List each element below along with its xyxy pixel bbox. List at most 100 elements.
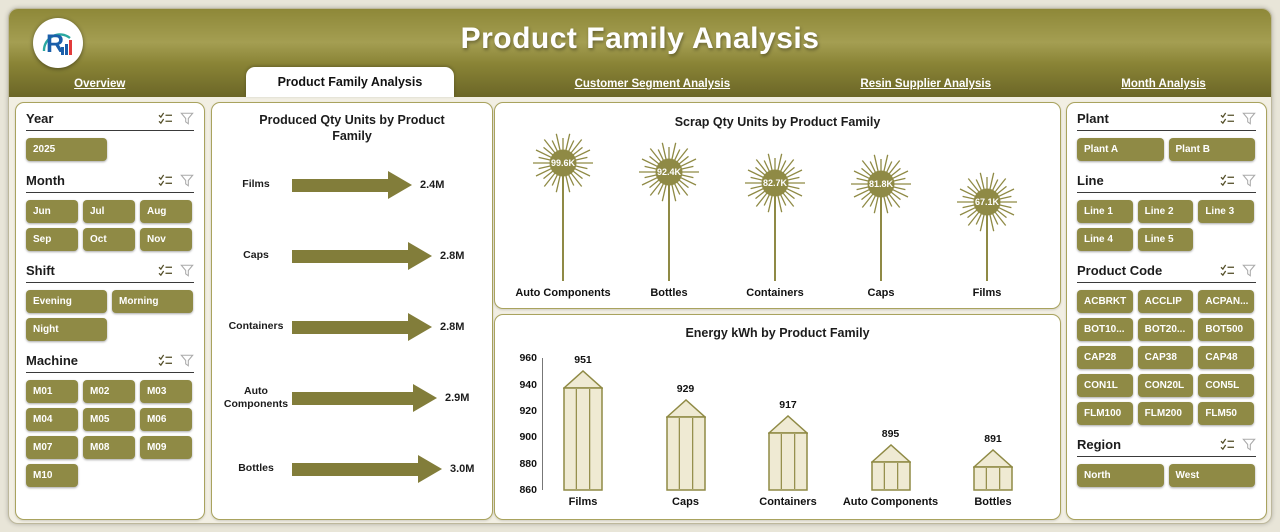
filter-region-west[interactable]: West <box>1168 464 1255 487</box>
produced-bar-row: Containers 2.8M <box>220 292 484 363</box>
energy-pencil-caps[interactable] <box>664 399 707 497</box>
filter-month-aug[interactable]: Aug <box>139 200 192 223</box>
funnel-icon[interactable] <box>180 112 194 125</box>
tab-resin-supplier-analysis[interactable]: Resin Supplier Analysis <box>860 78 991 90</box>
produced-arrow-containers[interactable] <box>292 313 432 341</box>
filter-line-line-4[interactable]: Line 4 <box>1077 228 1133 251</box>
checklist-icon[interactable] <box>158 354 173 367</box>
funnel-icon[interactable] <box>1242 438 1256 451</box>
filter-plant-plant-b[interactable]: Plant B <box>1168 138 1255 161</box>
produced-bar-row: Films 2.4M <box>220 150 484 221</box>
filter-product-code-flm100[interactable]: FLM100 <box>1077 402 1133 425</box>
tab-product-family-analysis[interactable]: Product Family Analysis <box>245 67 455 97</box>
checklist-icon[interactable] <box>158 174 173 187</box>
checklist-icon[interactable] <box>1220 174 1235 187</box>
filter-machine-m03[interactable]: M03 <box>139 380 192 403</box>
tab-bar: Overview Product Family Analysis Customer … <box>9 67 1271 97</box>
category-label: Auto Components <box>515 287 611 300</box>
checklist-icon[interactable] <box>1220 438 1235 451</box>
filter-month-sep[interactable]: Sep <box>26 228 78 251</box>
energy-pencil-films[interactable] <box>562 370 604 497</box>
filter-product-code-acclip[interactable]: ACCLIP <box>1137 290 1194 313</box>
filter-machine-m06[interactable]: M06 <box>139 408 192 431</box>
filter-product-code-flm200[interactable]: FLM200 <box>1137 402 1194 425</box>
funnel-icon[interactable] <box>1242 112 1256 125</box>
filter-machine-m09[interactable]: M09 <box>139 436 192 459</box>
funnel-icon[interactable] <box>180 174 194 187</box>
scrap-stem <box>562 163 564 282</box>
tab-customer-segment-analysis[interactable]: Customer Segment Analysis <box>574 78 731 90</box>
svg-text:67.1K: 67.1K <box>975 197 1000 207</box>
filter-machine-m08[interactable]: M08 <box>82 436 135 459</box>
filter-line-line-2[interactable]: Line 2 <box>1137 200 1194 223</box>
filter-month-jul[interactable]: Jul <box>82 200 135 223</box>
funnel-icon[interactable] <box>1242 264 1256 277</box>
filter-shift-morning[interactable]: Morning <box>112 290 193 313</box>
filter-product-code-con20l[interactable]: CON20L <box>1137 374 1194 397</box>
filter-product-code-bot10[interactable]: BOT10... <box>1077 318 1133 341</box>
category-label: Bottles <box>238 462 274 475</box>
filter-shift-night[interactable]: Night <box>26 318 107 341</box>
scrap-burst-containers[interactable]: 82.7K <box>743 151 807 220</box>
checklist-icon[interactable] <box>158 264 173 277</box>
funnel-icon[interactable] <box>180 264 194 277</box>
filter-line-line-1[interactable]: Line 1 <box>1077 200 1133 223</box>
filter-product-code-con5l[interactable]: CON5L <box>1198 374 1254 397</box>
energy-pencil-auto-components[interactable] <box>869 444 912 497</box>
filter-machine-m05[interactable]: M05 <box>82 408 135 431</box>
checklist-icon[interactable] <box>158 112 173 125</box>
filter-region-north[interactable]: North <box>1077 464 1164 487</box>
filter-machine-m02[interactable]: M02 <box>82 380 135 403</box>
y-axis-line <box>542 358 543 491</box>
filter-product-code-flm50[interactable]: FLM50 <box>1198 402 1254 425</box>
filter-line-line-5[interactable]: Line 5 <box>1137 228 1194 251</box>
filter-product-code-acpan[interactable]: ACPAN... <box>1198 290 1254 313</box>
filter-month-oct[interactable]: Oct <box>82 228 135 251</box>
slicer-title-year: Year <box>26 111 54 126</box>
filter-product-code-bot500[interactable]: BOT500 <box>1198 318 1254 341</box>
filter-product-code-cap48[interactable]: CAP48 <box>1198 346 1254 369</box>
produced-arrow-auto-components[interactable] <box>292 384 437 412</box>
slicer-title-machine: Machine <box>26 353 79 368</box>
slicer-title-line: Line <box>1077 173 1104 188</box>
filter-machine-m04[interactable]: M04 <box>26 408 78 431</box>
produced-arrow-films[interactable] <box>292 171 412 199</box>
filter-month-jun[interactable]: Jun <box>26 200 78 223</box>
filter-machine-m10[interactable]: M10 <box>26 464 78 487</box>
filter-machine-m01[interactable]: M01 <box>26 380 78 403</box>
checklist-icon[interactable] <box>1220 264 1235 277</box>
filter-product-code-cap38[interactable]: CAP38 <box>1137 346 1194 369</box>
filter-line-line-3[interactable]: Line 3 <box>1198 200 1254 223</box>
filter-year-2025[interactable]: 2025 <box>26 138 107 161</box>
funnel-icon[interactable] <box>180 354 194 367</box>
filter-machine-m07[interactable]: M07 <box>26 436 78 459</box>
filter-product-code-cap28[interactable]: CAP28 <box>1077 346 1133 369</box>
energy-pencil-bottles[interactable] <box>972 449 1014 497</box>
energy-pencil-containers[interactable] <box>767 415 809 497</box>
value-label: 891 <box>984 433 1002 446</box>
tab-overview[interactable]: Overview <box>74 78 126 90</box>
produced-bar-row: Caps 2.8M <box>220 221 484 292</box>
produced-arrow-caps[interactable] <box>292 242 432 270</box>
scrap-burst-films[interactable]: 67.1K <box>955 170 1019 239</box>
value-label: 3.0M <box>450 463 475 475</box>
scrap-stem <box>880 184 882 282</box>
checklist-icon[interactable] <box>1220 112 1235 125</box>
scrap-burst-auto-components[interactable]: 99.6K <box>531 131 595 200</box>
svg-text:81.8K: 81.8K <box>869 179 894 189</box>
value-label: 2.9M <box>445 392 470 404</box>
slicer-year: Year 2025 <box>16 103 204 165</box>
scrap-burst-bottles[interactable]: 92.4K <box>637 140 701 209</box>
filter-shift-evening[interactable]: Evening <box>26 290 107 313</box>
funnel-icon[interactable] <box>1242 174 1256 187</box>
filter-product-code-con1l[interactable]: CON1L <box>1077 374 1133 397</box>
scrap-burst-caps[interactable]: 81.8K <box>849 152 913 221</box>
tab-month-analysis[interactable]: Month Analysis <box>1121 78 1206 90</box>
produced-arrow-bottles[interactable] <box>292 455 442 483</box>
filter-month-nov[interactable]: Nov <box>139 228 192 251</box>
filter-plant-plant-a[interactable]: Plant A <box>1077 138 1164 161</box>
slicer-line: Line Line 1 Line 2 Line 3 Line 4 Line 5 <box>1067 165 1266 255</box>
filter-product-code-bot20[interactable]: BOT20... <box>1137 318 1194 341</box>
scrap-lollipop-chart: 99.6K Auto Components 92.4K Bottles 82.7K Con… <box>495 133 1060 309</box>
filter-product-code-acbrkt[interactable]: ACBRKT <box>1077 290 1133 313</box>
